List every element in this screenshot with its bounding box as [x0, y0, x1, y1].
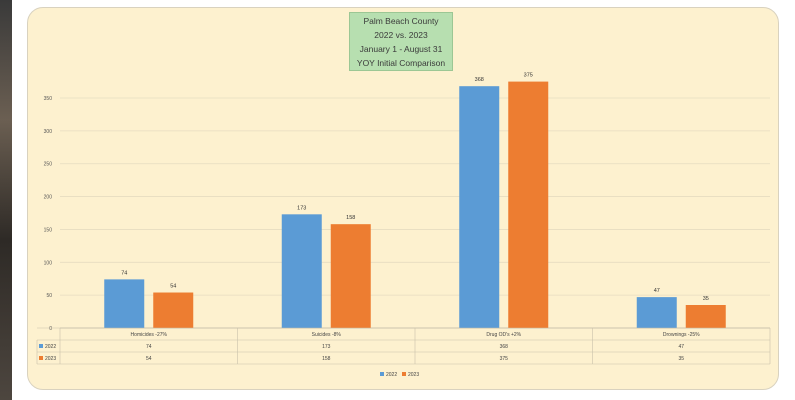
y-tick-label: 250	[44, 162, 53, 168]
data-label: 375	[524, 73, 533, 79]
bar-2023-1	[153, 292, 194, 328]
bar-2022-2	[281, 214, 322, 328]
background-photo-strip	[0, 0, 12, 400]
table-legend-key	[39, 344, 43, 348]
chart-title-line: 2022 vs. 2023	[374, 30, 428, 40]
table-cell: 54	[146, 356, 152, 362]
data-label: 173	[297, 205, 306, 211]
category-label: Homicides -27%	[131, 332, 168, 338]
data-label: 158	[346, 215, 355, 221]
data-label: 74	[121, 270, 127, 276]
category-label: Drug OD's +2%	[486, 332, 521, 338]
y-tick-label: 300	[44, 129, 53, 135]
table-cell: 158	[322, 356, 331, 362]
y-tick-label: 100	[44, 260, 53, 266]
chart-title-line: YOY Initial Comparison	[356, 58, 446, 68]
category-label: Drownings -25%	[663, 332, 700, 338]
bar-2023-4	[685, 305, 726, 328]
chart-title-line: January 1 - August 31	[359, 44, 443, 54]
y-tick-label: 350	[44, 96, 53, 102]
data-label: 54	[170, 284, 176, 290]
bar-2023-2	[330, 224, 371, 328]
data-label: 368	[475, 77, 484, 83]
legend-label: 2022	[386, 372, 397, 378]
bar-2022-1	[104, 279, 145, 328]
table-cell: 74	[146, 344, 152, 350]
table-series-name: 2023	[45, 356, 56, 362]
table-cell: 375	[500, 356, 509, 362]
y-tick-label: 200	[44, 195, 53, 201]
table-cell: 35	[678, 356, 684, 362]
bar-2023-3	[508, 81, 549, 329]
legend-label: 2023	[408, 372, 419, 378]
bar-2022-3	[459, 86, 500, 329]
table-cell: 368	[500, 344, 509, 350]
y-tick-label: 150	[44, 227, 53, 233]
table-cell: 47	[678, 344, 684, 350]
table-series-name: 2022	[45, 344, 56, 350]
y-tick-label: 50	[46, 293, 52, 299]
table-legend-key	[39, 356, 43, 360]
legend-key	[402, 372, 406, 376]
chart-title-box: Palm Beach County 2022 vs. 2023 January …	[349, 12, 453, 71]
legend-key	[380, 372, 384, 376]
y-tick-label: 0	[49, 326, 52, 332]
table-cell: 173	[322, 344, 331, 350]
category-label: Suicides -8%	[312, 332, 342, 338]
chart-title-line: Palm Beach County	[363, 16, 439, 26]
data-label: 35	[703, 296, 709, 302]
bar-2022-4	[636, 297, 677, 328]
data-label: 47	[654, 288, 660, 294]
